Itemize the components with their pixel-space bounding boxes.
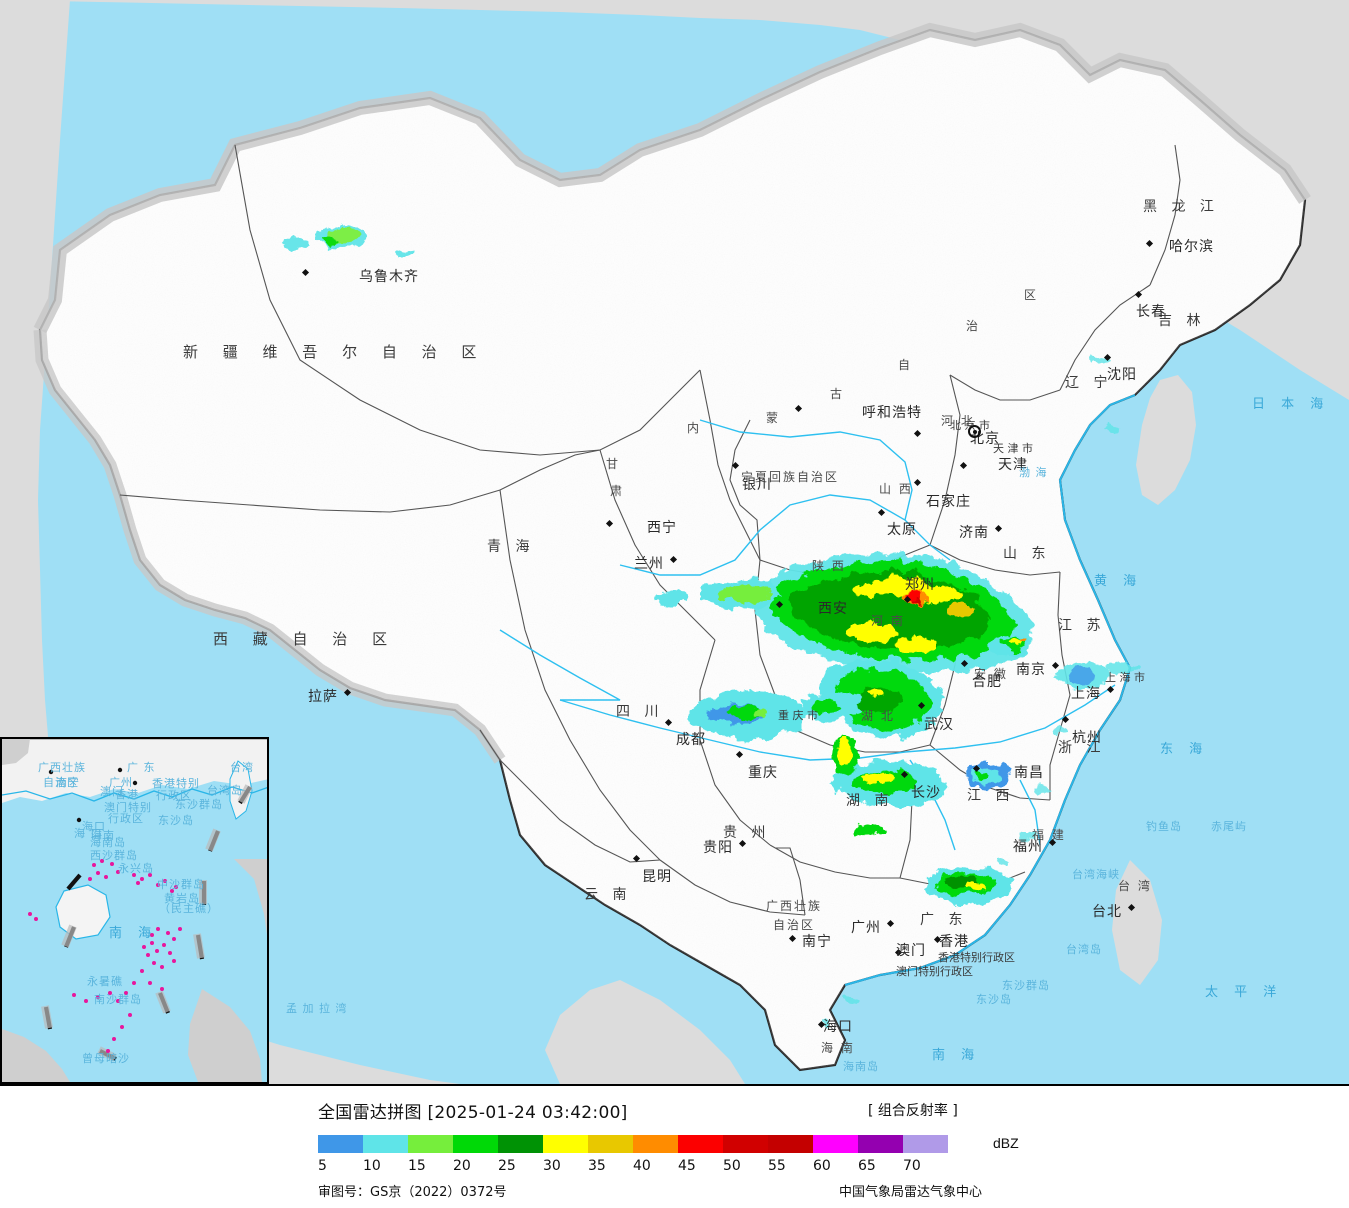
colorbar-swatch[interactable] [858, 1135, 903, 1153]
legend-title: 全国雷达拼图 [2025-01-24 03:42:00] [318, 1103, 628, 1123]
rivers [499, 419, 1116, 851]
colorbar-swatch[interactable] [903, 1135, 948, 1153]
colorbar-tick-label: 55 [768, 1158, 786, 1174]
legend-panel: 全国雷达拼图 [2025-01-24 03:42:00] [ 组合反射率 ] d… [0, 1084, 1349, 1208]
colorbar-tick-label: 5 [318, 1158, 327, 1174]
inset-graphics [2, 739, 267, 1082]
colorbar-tick-label: 50 [723, 1158, 741, 1174]
colorbar-swatch[interactable] [768, 1135, 813, 1153]
capital-marker-beijing [968, 425, 981, 438]
colorbar-tick-label: 25 [498, 1158, 516, 1174]
coastline [844, 394, 1136, 986]
colorbar-swatch[interactable] [318, 1135, 363, 1153]
colorbar-swatch[interactable] [363, 1135, 408, 1153]
dbz-colorbar[interactable] [318, 1135, 948, 1153]
colorbar-tick-label: 15 [408, 1158, 426, 1174]
colorbar-swatch[interactable] [633, 1135, 678, 1153]
colorbar-swatch[interactable] [498, 1135, 543, 1153]
radar-echo-layer [279, 226, 1138, 1025]
colorbar-tick-label: 10 [363, 1158, 381, 1174]
colorbar-tick-label: 20 [453, 1158, 471, 1174]
map-graphics [0, 0, 1349, 1084]
dbz-tick-labels: 5 10 15 20 25 30 35 40 45 50 55 60 65 70 [305, 1158, 1005, 1176]
approval-number: 审图号：GS京（2022）0372号 [318, 1185, 507, 1200]
colorbar-swatch[interactable] [588, 1135, 633, 1153]
colorbar-tick-label: 60 [813, 1158, 831, 1174]
issuer-label: 中国气象局雷达气象中心 [839, 1185, 983, 1200]
colorbar-swatch[interactable] [678, 1135, 723, 1153]
colorbar-tick-label: 70 [903, 1158, 921, 1174]
colorbar-swatch[interactable] [408, 1135, 453, 1153]
colorbar-swatch[interactable] [543, 1135, 588, 1153]
colorbar-tick-label: 65 [858, 1158, 876, 1174]
colorbar-swatch[interactable] [453, 1135, 498, 1153]
colorbar-swatch[interactable] [723, 1135, 768, 1153]
colorbar-tick-label: 30 [543, 1158, 561, 1174]
colorbar-swatch[interactable] [813, 1135, 858, 1153]
border-halo-west [33, 329, 506, 764]
dbz-unit-label: dBZ [993, 1135, 1019, 1151]
colorbar-tick-label: 35 [588, 1158, 606, 1174]
border-halo [33, 22, 1311, 334]
south-china-sea-inset[interactable]: 广西壮族 自治区广 东台湾 香港特别 行政区 澳门特别 行政区 南宁 广州 海口 香港 澳门南 海西… [0, 737, 269, 1084]
legend-title-row: 全国雷达拼图 [2025-01-24 03:42:00] [ 组合反射率 ] [0, 1098, 1349, 1123]
colorbar-tick-label: 45 [678, 1158, 696, 1174]
legend-product-label: [ 组合反射率 ] [868, 1103, 958, 1119]
colorbar-tick-label: 40 [633, 1158, 651, 1174]
